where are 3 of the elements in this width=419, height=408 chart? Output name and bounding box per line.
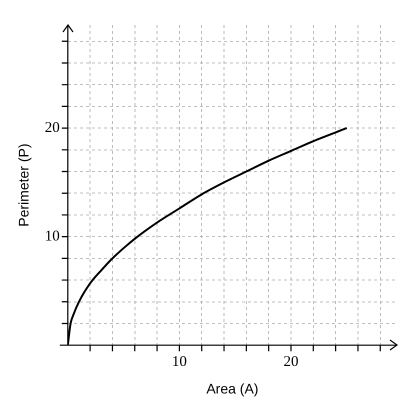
x-axis-title: Area (A) — [206, 380, 258, 396]
line-series — [68, 127, 348, 346]
y-axis-title: Perimeter (P) — [15, 143, 32, 227]
